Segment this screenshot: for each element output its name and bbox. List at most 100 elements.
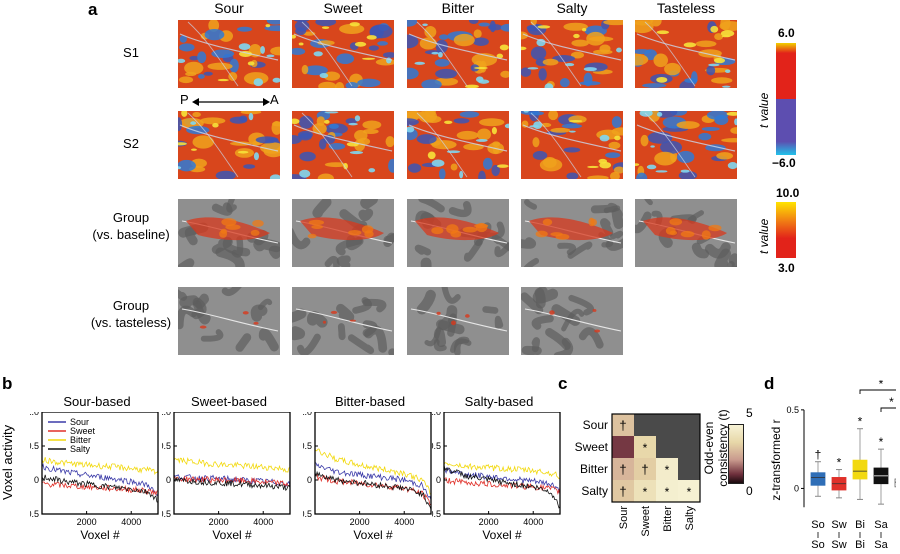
x-axis-label: Voxel # <box>80 528 120 540</box>
y-tick-label: 1.0 <box>162 412 171 417</box>
series-line-salty <box>314 470 432 510</box>
brain-map-tile <box>407 287 509 355</box>
heatmap-cbar-max: 5 <box>746 406 753 420</box>
heatmap-cell-mark: † <box>619 418 626 433</box>
box-top-label: Bi <box>855 519 865 531</box>
boxplot-y-tick-label: 0 <box>794 483 799 493</box>
y-tick-label: 0.5 <box>30 441 39 451</box>
brain-map-svg <box>407 20 509 88</box>
plot-frame <box>443 411 561 515</box>
line-plot: 2000 4000 -0.5 0 0.5 1.0 Voxel # <box>155 407 292 545</box>
heatmap-cell <box>612 458 634 480</box>
brain-map-svg <box>635 199 737 267</box>
brain-map-svg <box>292 111 394 179</box>
heatmap-cell <box>634 480 656 502</box>
brain-map-tile <box>292 287 394 355</box>
y-tick-label: 0 <box>34 475 39 485</box>
series-line-bitter <box>443 462 561 480</box>
line-plot-title: Sweet-based <box>191 394 267 409</box>
heatmap-frame <box>611 413 701 503</box>
column-title: Salty <box>556 0 588 16</box>
line-plot-title: Bitter-based <box>334 394 406 409</box>
panel-a-letter: a <box>88 0 98 19</box>
p-a-arrow <box>192 98 270 106</box>
column-title: Tasteless <box>656 0 716 16</box>
cbar2-label: t value <box>757 218 771 254</box>
x-tick-label: 2000 <box>209 517 229 527</box>
x-tick-label: 4000 <box>523 517 543 527</box>
heatmap-cell <box>634 458 656 480</box>
brain-map-svg <box>407 111 509 179</box>
line-plot-svg: 2000 4000 -0.5 0 0.5 1.0 Voxel # <box>425 407 561 542</box>
heatmap-cell <box>678 480 700 502</box>
row-label: Group (vs. baseline) <box>66 209 196 243</box>
panel-c-letter: c <box>558 374 568 393</box>
heatmap-col-label: Salty <box>684 506 696 531</box>
box-bottom-label: So <box>811 539 824 550</box>
boxplot-y-label: z-transformed r <box>770 419 783 500</box>
heatmap-cell <box>634 436 656 458</box>
boxplot-y-tick-label: 0.5 <box>786 405 799 415</box>
brain-map-tile <box>178 199 280 267</box>
legend-label: Sour <box>70 417 89 427</box>
series-line-salty <box>443 465 561 509</box>
row-label: Group (vs. tasteless) <box>66 297 196 331</box>
brain-map-svg <box>635 111 737 179</box>
legend-label: Sweet <box>70 426 96 436</box>
box-bottom-label: Bi <box>855 539 865 550</box>
heatmap-svg: † * † † * † * * * Sour Sour Sweet Sweet Bitter Bitter S… <box>575 413 701 537</box>
heatmap-cell-mark: * <box>665 485 670 499</box>
brain-map-tile <box>521 20 623 88</box>
series-line-bitter <box>41 457 159 476</box>
x-tick-label: 2000 <box>479 517 499 527</box>
cbar1-label: t value <box>757 92 771 128</box>
row-label-line: Group <box>112 210 150 225</box>
bracket-mark: * <box>879 380 884 391</box>
line-plot-svg: 2000 4000 -0.5 0 0.5 1.0 Voxel # SourSweetBitte… <box>23 407 159 542</box>
box-bi <box>852 459 868 480</box>
posterior-label: P <box>180 92 189 107</box>
line-plot-svg: 2000 4000 -0.5 0 0.5 1.0 Voxel # <box>155 407 291 542</box>
x-axis-label: Voxel # <box>353 528 393 540</box>
heatmap-cell-mark: † <box>641 462 648 477</box>
brain-map-svg <box>407 287 509 355</box>
legend-label: Bitter <box>70 435 91 445</box>
brain-map-svg <box>521 287 623 355</box>
brain-map-tile <box>635 199 737 267</box>
heatmap-cell-mark: * <box>687 485 692 499</box>
brain-map-tile <box>292 199 394 267</box>
brain-map-svg <box>178 287 280 355</box>
line-plot: 2000 4000 -0.5 0 0.5 1.0 Voxel # SourSweetBitte… <box>23 407 160 545</box>
brain-map-svg <box>521 20 623 88</box>
line-plot-title: Sour-based <box>63 394 131 409</box>
heatmap-cbar-min: 0 <box>746 484 753 498</box>
brain-map-tile <box>521 199 623 267</box>
significance-bracket <box>880 407 896 412</box>
y-tick-label: -0.5 <box>30 509 39 519</box>
box-significance-mark: * <box>837 456 842 470</box>
heatmap-cell <box>612 436 634 458</box>
box-bottom-label: Sw <box>831 539 846 550</box>
box-so <box>810 472 826 486</box>
y-tick-label: 0.5 <box>303 441 312 451</box>
brain-map-tile <box>521 111 623 179</box>
heatmap-cell <box>656 414 678 436</box>
brain-map-tile <box>407 111 509 179</box>
box-bottom-label: Sa <box>874 539 888 550</box>
plot-frame <box>41 411 159 515</box>
cbar1-min: −6.0 <box>772 156 796 170</box>
brain-map-tile <box>635 111 737 179</box>
brain-map-tile <box>407 199 509 267</box>
y-tick-label: 0 <box>166 475 171 485</box>
heatmap-cell-mark: * <box>643 441 648 455</box>
box-top-label: Sa <box>874 519 888 531</box>
boxplot-svg: 0.5 0 z-transformed r † So So * Sw Sw * Bi Bi * Sa Sa *… <box>770 380 896 550</box>
series-line-bitter <box>173 456 291 473</box>
significance-bracket <box>859 389 896 394</box>
line-plot-svg: 2000 4000 -0.5 0 0.5 1.0 Voxel # <box>296 407 432 542</box>
x-tick-label: 4000 <box>121 517 141 527</box>
heatmap-cell <box>678 414 700 436</box>
heatmap-row-label: Sour <box>583 418 608 432</box>
plot-frame <box>173 411 291 515</box>
column-title: Bitter <box>441 0 475 16</box>
